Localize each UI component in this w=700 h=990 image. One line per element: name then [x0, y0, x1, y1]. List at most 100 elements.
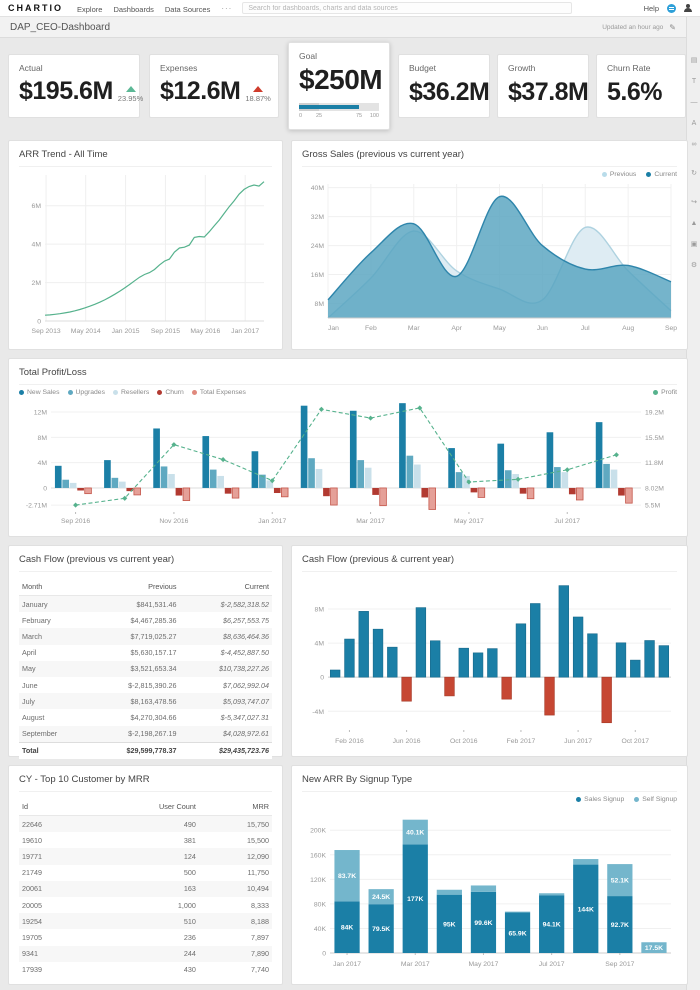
svg-text:52.1K: 52.1K	[611, 878, 629, 885]
table-cell: $6,257,553.75	[223, 615, 269, 625]
svg-text:Jan 2017: Jan 2017	[333, 961, 361, 968]
top-nav: CHARTIO Explore Dashboards Data Sources ··…	[0, 0, 700, 17]
svg-text:84K: 84K	[341, 925, 354, 932]
svg-text:79.5K: 79.5K	[372, 926, 390, 933]
search-input[interactable]	[242, 2, 573, 14]
link-icon[interactable]: ∞	[691, 141, 697, 148]
svg-text:Feb 2017: Feb 2017	[507, 738, 536, 745]
goal-progress-ticks: 0 25 75 100	[299, 113, 379, 121]
kpi-card-actual: Actual $195.6M 23.95%	[8, 54, 144, 118]
legend-item[interactable]: Profit	[653, 389, 677, 396]
cash-flow-table: Month Previous Current January $841,531.46 $…	[19, 578, 272, 759]
table-cell: September	[22, 729, 58, 739]
chart-legend: Previous Current	[302, 171, 677, 178]
goal-tick: 25	[315, 113, 323, 119]
right-toolbar: ▤ T — A ∞ ↻ ↪ ▲ ▣ ⚙	[686, 17, 700, 990]
table-cell: $-5,347,027.31	[220, 712, 269, 722]
legend-item[interactable]: Current	[646, 171, 677, 178]
refresh-icon[interactable]: ↻	[691, 170, 697, 177]
svg-text:40K: 40K	[314, 926, 327, 933]
nav-link-explore[interactable]: Explore	[77, 5, 103, 14]
table-cell: 19254	[22, 916, 42, 926]
divider-icon[interactable]: —	[690, 99, 698, 106]
table-cell: 19610	[22, 835, 42, 845]
table-cell: 8,188	[251, 916, 269, 926]
svg-text:95K: 95K	[443, 921, 456, 928]
delta-percent: 23.95%	[117, 94, 144, 103]
kpi-card-budget: Budget $36.2M	[398, 54, 490, 118]
nav-more-icon[interactable]: ···	[221, 3, 233, 13]
table-cell: $10,738,227.26	[219, 664, 269, 674]
kpi-value: $36.2M	[409, 78, 490, 106]
svg-text:Feb: Feb	[365, 325, 377, 332]
svg-text:May 2014: May 2014	[71, 328, 101, 335]
legend-item[interactable]: Self Signup	[634, 796, 677, 803]
table-row: July $8,163,478.56 $5,093,747.07	[19, 693, 272, 710]
chartio-logo[interactable]: CHARTIO	[8, 3, 63, 13]
table-row: 19610 381 15,500	[19, 832, 272, 848]
svg-text:Mar 2017: Mar 2017	[401, 961, 430, 968]
svg-text:40M: 40M	[311, 185, 325, 192]
table-row: June $-2,815,390.26 $7,062,992.04	[19, 677, 272, 693]
total-cell: $29,599,778.37	[87, 741, 180, 759]
legend-dot-icon	[576, 797, 582, 802]
svg-text:Jul: Jul	[581, 325, 590, 332]
svg-text:0: 0	[322, 951, 326, 958]
svg-text:5.5M: 5.5M	[645, 503, 660, 510]
help-link[interactable]: Help	[643, 3, 659, 13]
legend-item[interactable]: Total Expenses	[191, 389, 246, 396]
chart-title: New ARR By Signup Type	[302, 774, 677, 792]
legend-item[interactable]: Upgrades	[67, 389, 105, 396]
nav-link-data-sources[interactable]: Data Sources	[164, 5, 211, 14]
legend-dot-icon	[112, 390, 118, 395]
svg-text:Jun 2017: Jun 2017	[564, 738, 592, 745]
chat-icon[interactable]	[667, 3, 676, 13]
table-row: 19254 510 8,188	[19, 913, 272, 930]
legend-item[interactable]: New Sales	[19, 389, 60, 396]
share-icon[interactable]: ↪	[691, 199, 697, 206]
nav-links: Explore Dashboards Data Sources	[77, 0, 221, 17]
nav-link-dashboards[interactable]: Dashboards	[113, 5, 154, 14]
legend-item[interactable]: Previous	[601, 171, 636, 178]
snapshot-icon[interactable]: ▣	[690, 241, 698, 248]
table-cell: August	[22, 712, 45, 722]
table-cell: $4,028,972.61	[223, 729, 269, 739]
user-account-icon[interactable]	[684, 3, 692, 13]
table-row: September $-2,198,267.19 $4,028,972.61	[19, 725, 272, 743]
table-cell: $-2,582,318.52	[220, 599, 269, 609]
legend-item[interactable]: Sales Signup	[576, 796, 624, 803]
arr-trend-card: ARR Trend - All Time Sep 2013 May 2014 Jan…	[8, 140, 283, 350]
upload-icon[interactable]: ▲	[690, 220, 698, 227]
add-text-icon[interactable]: T	[691, 78, 697, 85]
annotation-icon[interactable]: A	[691, 120, 697, 127]
gross-sales-card: Gross Sales (previous vs current year) P…	[291, 140, 688, 350]
table-row: March $7,719,025.27 $8,636,464.36	[19, 628, 272, 645]
svg-text:Sep 2017: Sep 2017	[605, 961, 634, 968]
chart-title: Cash Flow (previous & current year)	[302, 554, 677, 572]
add-chart-icon[interactable]: ▤	[690, 57, 698, 64]
kpi-label: Goal	[299, 51, 317, 61]
svg-text:Jan 2015: Jan 2015	[112, 328, 140, 335]
kpi-value: $195.6M	[19, 77, 113, 105]
table-row: January $841,531.46 $-2,582,318.52	[19, 595, 272, 613]
table-row: 20061 163 10,494	[19, 880, 272, 897]
table-cell: 1,000	[177, 900, 196, 910]
settings-gear-icon[interactable]: ⚙	[690, 262, 698, 269]
table-cell: 8,333	[251, 900, 269, 910]
edit-pencil-icon[interactable]: ✎	[669, 22, 676, 32]
svg-text:-4M: -4M	[312, 709, 324, 716]
legend-dot-icon	[191, 390, 197, 395]
svg-text:16M: 16M	[311, 272, 325, 279]
goal-tick: 75	[355, 113, 363, 119]
legend-item[interactable]: Resellers	[112, 389, 149, 396]
svg-text:12M: 12M	[34, 410, 48, 417]
arr-trend-chart: Sep 2013 May 2014 Jan 2015 Sep 2015 May 2016…	[32, 175, 265, 335]
table-cell: 381	[183, 835, 196, 845]
table-cell: $5,093,747.07	[223, 696, 269, 706]
chart-legend: Sales Signup Self Signup	[302, 796, 677, 803]
legend-item[interactable]: Churn	[157, 389, 184, 396]
chart-title: Gross Sales (previous vs current year)	[302, 149, 677, 167]
legend-dot-icon	[653, 390, 659, 395]
svg-text:94.1K: 94.1K	[543, 922, 561, 929]
